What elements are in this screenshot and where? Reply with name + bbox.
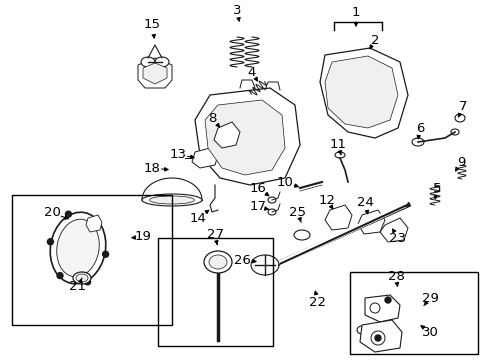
Text: 28: 28 [387, 270, 404, 283]
Polygon shape [250, 255, 279, 275]
Text: 11: 11 [329, 139, 346, 152]
Ellipse shape [57, 219, 99, 277]
Text: 4: 4 [247, 66, 256, 78]
Ellipse shape [203, 251, 231, 273]
Ellipse shape [149, 196, 194, 204]
Text: 5: 5 [432, 181, 440, 194]
Text: 3: 3 [232, 4, 241, 17]
Circle shape [57, 273, 63, 279]
Circle shape [374, 335, 380, 341]
Text: 16: 16 [249, 181, 266, 194]
Ellipse shape [208, 255, 226, 269]
Text: 18: 18 [143, 162, 160, 175]
Bar [349, 272, 477, 354]
Text: 14: 14 [189, 211, 206, 225]
Polygon shape [379, 218, 407, 242]
Polygon shape [319, 48, 407, 138]
Ellipse shape [293, 230, 309, 240]
Ellipse shape [142, 194, 202, 206]
Circle shape [84, 279, 90, 285]
Ellipse shape [73, 272, 91, 284]
Bar [12, 195, 172, 325]
Text: 19: 19 [134, 230, 151, 243]
Bar [158, 238, 272, 346]
Polygon shape [142, 63, 167, 84]
Text: 25: 25 [289, 207, 306, 220]
Circle shape [93, 217, 99, 224]
Polygon shape [192, 148, 218, 168]
Polygon shape [214, 122, 240, 148]
Text: 17: 17 [249, 201, 266, 213]
Text: 1: 1 [351, 5, 360, 18]
Ellipse shape [356, 326, 366, 334]
Text: 22: 22 [309, 296, 326, 309]
Circle shape [47, 239, 53, 245]
Text: 13: 13 [169, 148, 186, 162]
Text: 9: 9 [456, 156, 464, 168]
Text: 8: 8 [207, 112, 216, 125]
Ellipse shape [155, 57, 169, 67]
Text: 30: 30 [421, 325, 438, 338]
Text: 23: 23 [389, 231, 406, 244]
Ellipse shape [411, 138, 423, 146]
Ellipse shape [267, 197, 275, 203]
Text: 10: 10 [276, 175, 293, 189]
Polygon shape [86, 215, 102, 232]
Text: 21: 21 [69, 280, 86, 293]
Text: 26: 26 [233, 253, 250, 266]
Ellipse shape [141, 57, 155, 67]
Text: 27: 27 [206, 229, 223, 242]
Polygon shape [204, 100, 285, 175]
Ellipse shape [267, 209, 275, 215]
Circle shape [65, 211, 71, 217]
Text: 29: 29 [421, 292, 438, 305]
Text: 6: 6 [415, 122, 423, 135]
Text: 15: 15 [143, 18, 160, 31]
Polygon shape [357, 210, 384, 234]
Polygon shape [359, 320, 401, 352]
Text: 24: 24 [356, 197, 373, 210]
Polygon shape [325, 56, 397, 128]
Polygon shape [142, 178, 202, 200]
Polygon shape [325, 205, 351, 230]
Text: 2: 2 [370, 33, 379, 46]
Polygon shape [138, 58, 172, 88]
Polygon shape [364, 295, 399, 322]
Text: 20: 20 [43, 207, 61, 220]
Polygon shape [195, 88, 299, 185]
Ellipse shape [76, 274, 88, 282]
Ellipse shape [450, 129, 458, 135]
Ellipse shape [454, 114, 464, 122]
Text: 7: 7 [458, 100, 467, 113]
Text: 12: 12 [318, 194, 335, 207]
Circle shape [102, 251, 108, 257]
Ellipse shape [50, 212, 105, 284]
Circle shape [384, 297, 390, 303]
Ellipse shape [334, 152, 345, 158]
